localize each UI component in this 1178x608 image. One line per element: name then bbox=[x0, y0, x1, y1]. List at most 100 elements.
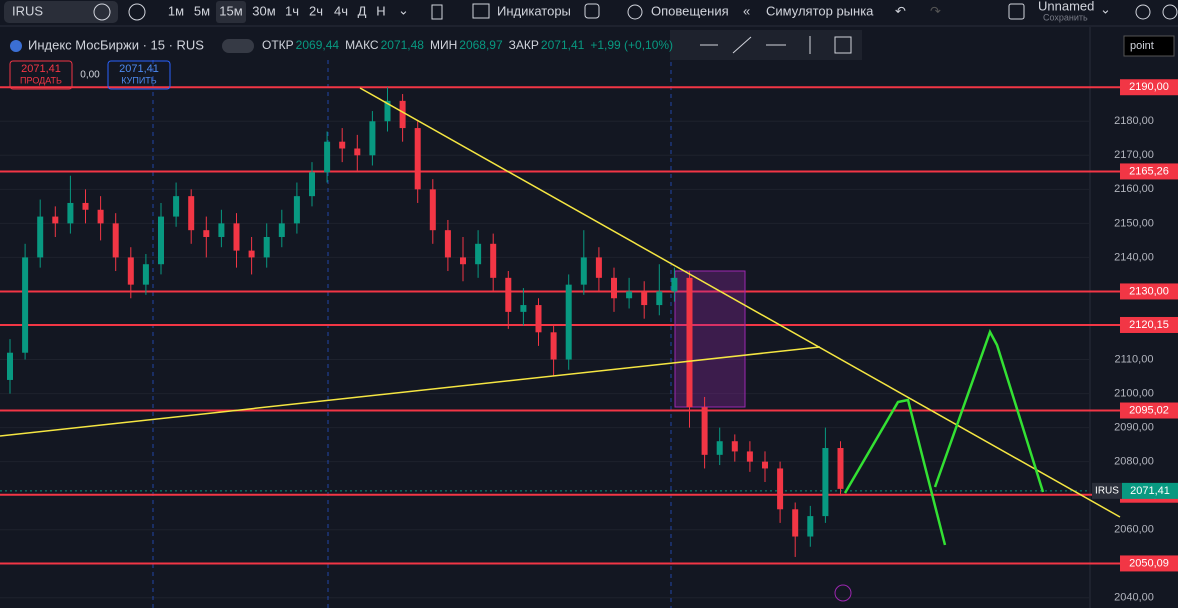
interval[interactable]: 15м bbox=[219, 3, 242, 18]
candle-body bbox=[837, 448, 844, 489]
symbol[interactable]: IRUS bbox=[12, 3, 43, 18]
candle-body bbox=[22, 257, 29, 353]
candle-body bbox=[460, 257, 466, 265]
legend-close: 2071,41 bbox=[541, 38, 585, 52]
templates-icon[interactable] bbox=[584, 3, 600, 19]
range-box bbox=[674, 270, 746, 408]
diamond-icon[interactable] bbox=[93, 3, 111, 21]
trend-line bbox=[359, 87, 1121, 518]
y-tick-label: 2140,00 bbox=[1114, 251, 1154, 263]
buy-price[interactable]: 2071,41 bbox=[119, 63, 159, 75]
candle-body bbox=[777, 468, 784, 510]
y-tick-label: 2170,00 bbox=[1114, 149, 1154, 161]
candle-body bbox=[354, 148, 361, 156]
spread: 0,00 bbox=[80, 70, 100, 81]
level-tag bbox=[1120, 79, 1178, 96]
legend-open-label: ОТКР bbox=[262, 38, 294, 52]
replay-icon[interactable]: « bbox=[743, 3, 750, 18]
candle-body bbox=[82, 202, 89, 210]
indicators-icon[interactable] bbox=[472, 3, 490, 19]
candle-body bbox=[127, 257, 134, 285]
candle-body bbox=[520, 305, 527, 312]
y-tick-label: 2180,00 bbox=[1114, 115, 1154, 127]
alerts[interactable]: Оповещения bbox=[651, 3, 729, 18]
candle-body bbox=[580, 257, 587, 285]
event-icon[interactable] bbox=[834, 584, 852, 602]
level-tag bbox=[1120, 316, 1178, 333]
candle-body bbox=[97, 209, 104, 224]
layout-name[interactable]: Unnamed bbox=[1038, 0, 1094, 13]
candle-body bbox=[112, 223, 119, 258]
level-tag bbox=[1120, 555, 1178, 572]
legend-toggle[interactable] bbox=[222, 39, 254, 53]
layout-menu[interactable]: ⌄ bbox=[1100, 1, 1111, 16]
interval[interactable]: 5м bbox=[194, 3, 210, 18]
interval[interactable]: Н bbox=[376, 3, 385, 18]
mode-box[interactable] bbox=[1123, 35, 1175, 57]
level-tag bbox=[1120, 402, 1178, 419]
sell-price[interactable]: 2071,41 bbox=[21, 63, 61, 75]
candle-body bbox=[686, 277, 693, 408]
y-tick-label: 2090,00 bbox=[1114, 422, 1154, 434]
price-symbol: IRUS bbox=[1095, 486, 1119, 497]
trend-line bbox=[0, 346, 821, 437]
candle-body bbox=[671, 277, 678, 292]
candle-body bbox=[67, 202, 74, 224]
candle-body bbox=[203, 230, 210, 237]
interval[interactable]: 30м bbox=[252, 3, 275, 18]
candle-body bbox=[384, 100, 391, 122]
save[interactable]: Сохранить bbox=[1043, 12, 1088, 22]
interval[interactable]: 2ч bbox=[309, 3, 323, 18]
interval-menu[interactable]: ⌄ bbox=[398, 2, 409, 17]
interval[interactable]: 4ч bbox=[334, 3, 348, 18]
indicators[interactable]: Индикаторы bbox=[497, 3, 571, 18]
add-symbol[interactable] bbox=[128, 3, 146, 21]
candle-body bbox=[550, 332, 557, 360]
level-label: 2130,00 bbox=[1129, 285, 1169, 297]
candle-body bbox=[475, 243, 482, 265]
interval[interactable]: Д bbox=[358, 3, 367, 18]
flag-icon bbox=[10, 40, 22, 52]
candle-body bbox=[142, 264, 149, 285]
fullscreen-icon[interactable] bbox=[1162, 4, 1178, 20]
level-tag bbox=[1120, 163, 1178, 180]
alert-icon[interactable] bbox=[627, 4, 643, 20]
candle-body bbox=[339, 141, 346, 149]
sell-label[interactable]: ПРОДАТЬ bbox=[20, 75, 62, 85]
candle-body bbox=[7, 352, 13, 380]
candle-body bbox=[429, 189, 436, 231]
level-label: 2165,26 bbox=[1129, 165, 1169, 177]
price-tag bbox=[1122, 482, 1178, 499]
candle-body bbox=[399, 100, 406, 129]
forecast-arrow bbox=[933, 328, 1045, 493]
buy-button[interactable] bbox=[107, 60, 171, 90]
candle-body bbox=[595, 257, 602, 278]
interval[interactable]: 1м bbox=[168, 3, 184, 18]
level-label: 2190,00 bbox=[1129, 81, 1169, 93]
layout-icon[interactable] bbox=[1008, 3, 1025, 20]
forecast-arrow bbox=[843, 398, 947, 546]
candle-body bbox=[701, 407, 708, 455]
buy-label[interactable]: КУПИТЬ bbox=[121, 75, 156, 85]
symbol-search[interactable] bbox=[4, 1, 118, 23]
y-tick-label: 2100,00 bbox=[1114, 387, 1154, 399]
interval[interactable]: 1ч bbox=[285, 3, 299, 18]
candle-body bbox=[188, 196, 195, 231]
candle-body bbox=[248, 250, 255, 258]
redo[interactable]: ↷ bbox=[930, 3, 941, 18]
chart-type-icon[interactable] bbox=[431, 4, 443, 20]
tool-icon[interactable] bbox=[834, 36, 852, 54]
y-tick-label: 2060,00 bbox=[1114, 524, 1154, 536]
level-label: 2095,02 bbox=[1129, 404, 1169, 416]
mode[interactable]: point bbox=[1130, 40, 1154, 52]
candle-body bbox=[716, 441, 723, 455]
undo[interactable]: ↶ bbox=[895, 3, 906, 18]
tool-icon[interactable] bbox=[732, 36, 752, 54]
simulator[interactable]: Симулятор рынка bbox=[766, 3, 874, 18]
settings-icon[interactable] bbox=[1135, 4, 1151, 20]
candle-body bbox=[324, 141, 331, 173]
candle-body bbox=[762, 461, 768, 469]
sell-button[interactable] bbox=[9, 60, 73, 90]
